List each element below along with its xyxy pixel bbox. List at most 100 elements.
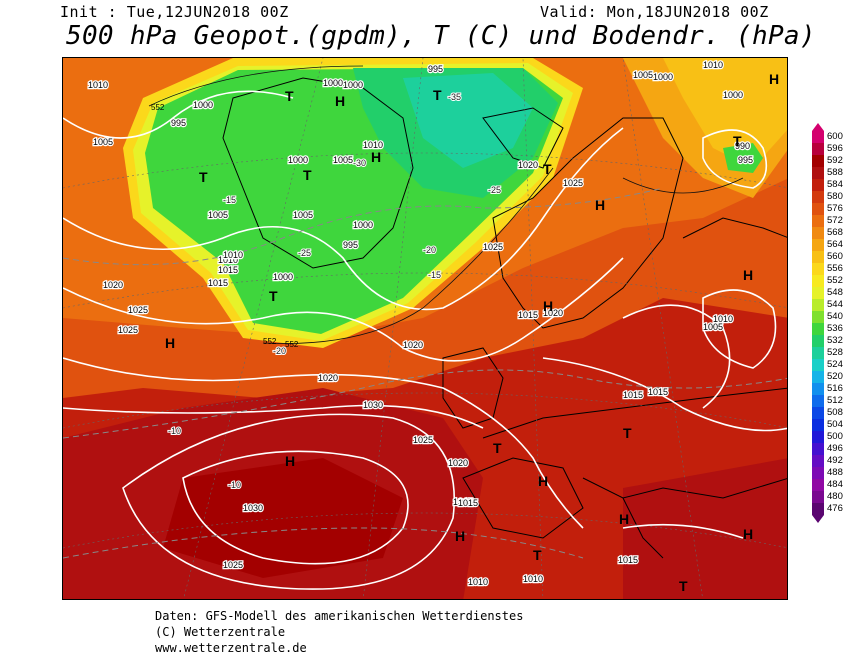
temperature-label: -25 — [488, 185, 501, 195]
field-maroon — [163, 458, 403, 578]
legend-label: 568 — [827, 227, 843, 238]
valid-time: Valid: Mon,18JUN2018 00Z — [540, 3, 769, 21]
legend-swatch — [812, 467, 824, 479]
legend-label: 600 — [827, 131, 843, 142]
temperature-label: -25 — [298, 248, 311, 258]
legend-row: 588 — [812, 167, 850, 179]
pressure-centers: T T T T T T T T T T T H H H H H H H H H H H H — [165, 71, 779, 594]
isotherms — [63, 187, 787, 559]
legend-swatch — [812, 455, 824, 467]
legend-label: 536 — [827, 323, 843, 334]
pressure-label: 1015 — [648, 387, 668, 397]
high-center: H — [165, 335, 175, 351]
legend-row: 572 — [812, 215, 850, 227]
legend-row: 544 — [812, 299, 850, 311]
height-label: 552 — [285, 340, 299, 349]
europe-north-coast — [482, 387, 787, 439]
pressure-label: 1010 — [88, 80, 108, 90]
med-coast — [582, 477, 787, 499]
pressure-label: 1020 — [318, 373, 338, 383]
legend-row: 492 — [812, 455, 850, 467]
legend-label: 492 — [827, 455, 843, 466]
graticule — [63, 58, 787, 599]
pressure-label: 1000 — [323, 78, 343, 88]
pressure-label: 1010 — [218, 255, 238, 265]
legend-swatch — [812, 251, 824, 263]
high-center: H — [743, 526, 753, 542]
legend-swatch — [812, 383, 824, 395]
low-center: T — [285, 88, 294, 104]
pressure-label: 1025 — [413, 435, 433, 445]
pressure-label: 1000 — [353, 220, 373, 230]
field-teal — [403, 73, 533, 168]
pressure-label: 1020 — [518, 160, 538, 170]
pressure-label: 995 — [343, 240, 358, 250]
height-contours — [148, 65, 744, 344]
legend-label: 576 — [827, 203, 843, 214]
legend-label: 548 — [827, 287, 843, 298]
temperature-label: -20 — [423, 245, 436, 255]
legend-swatch — [812, 179, 824, 191]
legend-row: 584 — [812, 179, 850, 191]
legend-row: 500 — [812, 431, 850, 443]
legend-row: 568 — [812, 227, 850, 239]
russia-coast — [682, 217, 787, 239]
low-center: T — [623, 425, 632, 441]
legend-row: 536 — [812, 323, 850, 335]
legend-swatch — [812, 215, 824, 227]
pressure-label: 1030 — [243, 503, 263, 513]
init-time: Init : Tue,12JUN2018 00Z — [60, 3, 289, 21]
pressure-label: 1020 — [103, 280, 123, 290]
temperature-label: -35 — [448, 92, 461, 102]
legend-swatch — [812, 407, 824, 419]
legend-row: 580 — [812, 191, 850, 203]
coastlines — [222, 77, 787, 559]
legend-label: 580 — [827, 191, 843, 202]
legend-label: 512 — [827, 395, 843, 406]
legend-row: 512 — [812, 395, 850, 407]
legend-row: 576 — [812, 203, 850, 215]
pressure-label: 1025 — [128, 305, 148, 315]
legend-swatch — [812, 155, 824, 167]
legend-row: 540 — [812, 311, 850, 323]
legend-label: 520 — [827, 371, 843, 382]
pressure-label: 1020 — [448, 458, 468, 468]
low-center: T — [199, 169, 208, 185]
legend-label: 552 — [827, 275, 843, 286]
legend-swatch — [812, 263, 824, 275]
legend-label: 544 — [827, 299, 843, 310]
legend-swatch — [812, 167, 824, 179]
pressure-label: 995 — [171, 118, 186, 128]
legend-row: 564 — [812, 239, 850, 251]
legend-label: 508 — [827, 407, 843, 418]
legend-label: 596 — [827, 143, 843, 154]
pressure-label: 1000 — [273, 272, 293, 282]
legend-label: 592 — [827, 155, 843, 166]
weather-map: 1010 1005 995 1000 1000 995 1000 1005 1010 1000 10… — [62, 57, 788, 600]
pressure-label: 1005 — [703, 322, 723, 332]
legend-row: 524 — [812, 359, 850, 371]
pressure-label: 1030 — [363, 400, 383, 410]
high-center: H — [538, 473, 548, 489]
footer-data-source: Daten: GFS-Modell des amerikanischen Wet… — [155, 609, 524, 623]
high-center: H — [769, 71, 779, 87]
pressure-label: 1010 — [523, 574, 543, 584]
pressure-label: 995 — [428, 64, 443, 74]
legend-label: 484 — [827, 479, 843, 490]
legend-row: 488 — [812, 467, 850, 479]
low-center: T — [543, 161, 552, 177]
pressure-label: 1025 — [483, 242, 503, 252]
legend-row: 532 — [812, 335, 850, 347]
map-canvas: 1010100599510001000995100010051010100010… — [63, 58, 787, 599]
legend-label: 480 — [827, 491, 843, 502]
legend-swatch — [812, 359, 824, 371]
legend-swatch — [812, 323, 824, 335]
legend-label: 500 — [827, 431, 843, 442]
legend-label: 556 — [827, 263, 843, 274]
temperature-label: -10 — [228, 480, 241, 490]
pressure-label: 1020 — [543, 308, 563, 318]
pressure-label: 1005 — [633, 70, 653, 80]
low-center: T — [679, 578, 688, 594]
iberia-coast — [462, 457, 584, 539]
pressure-label: 1005 — [333, 155, 353, 165]
